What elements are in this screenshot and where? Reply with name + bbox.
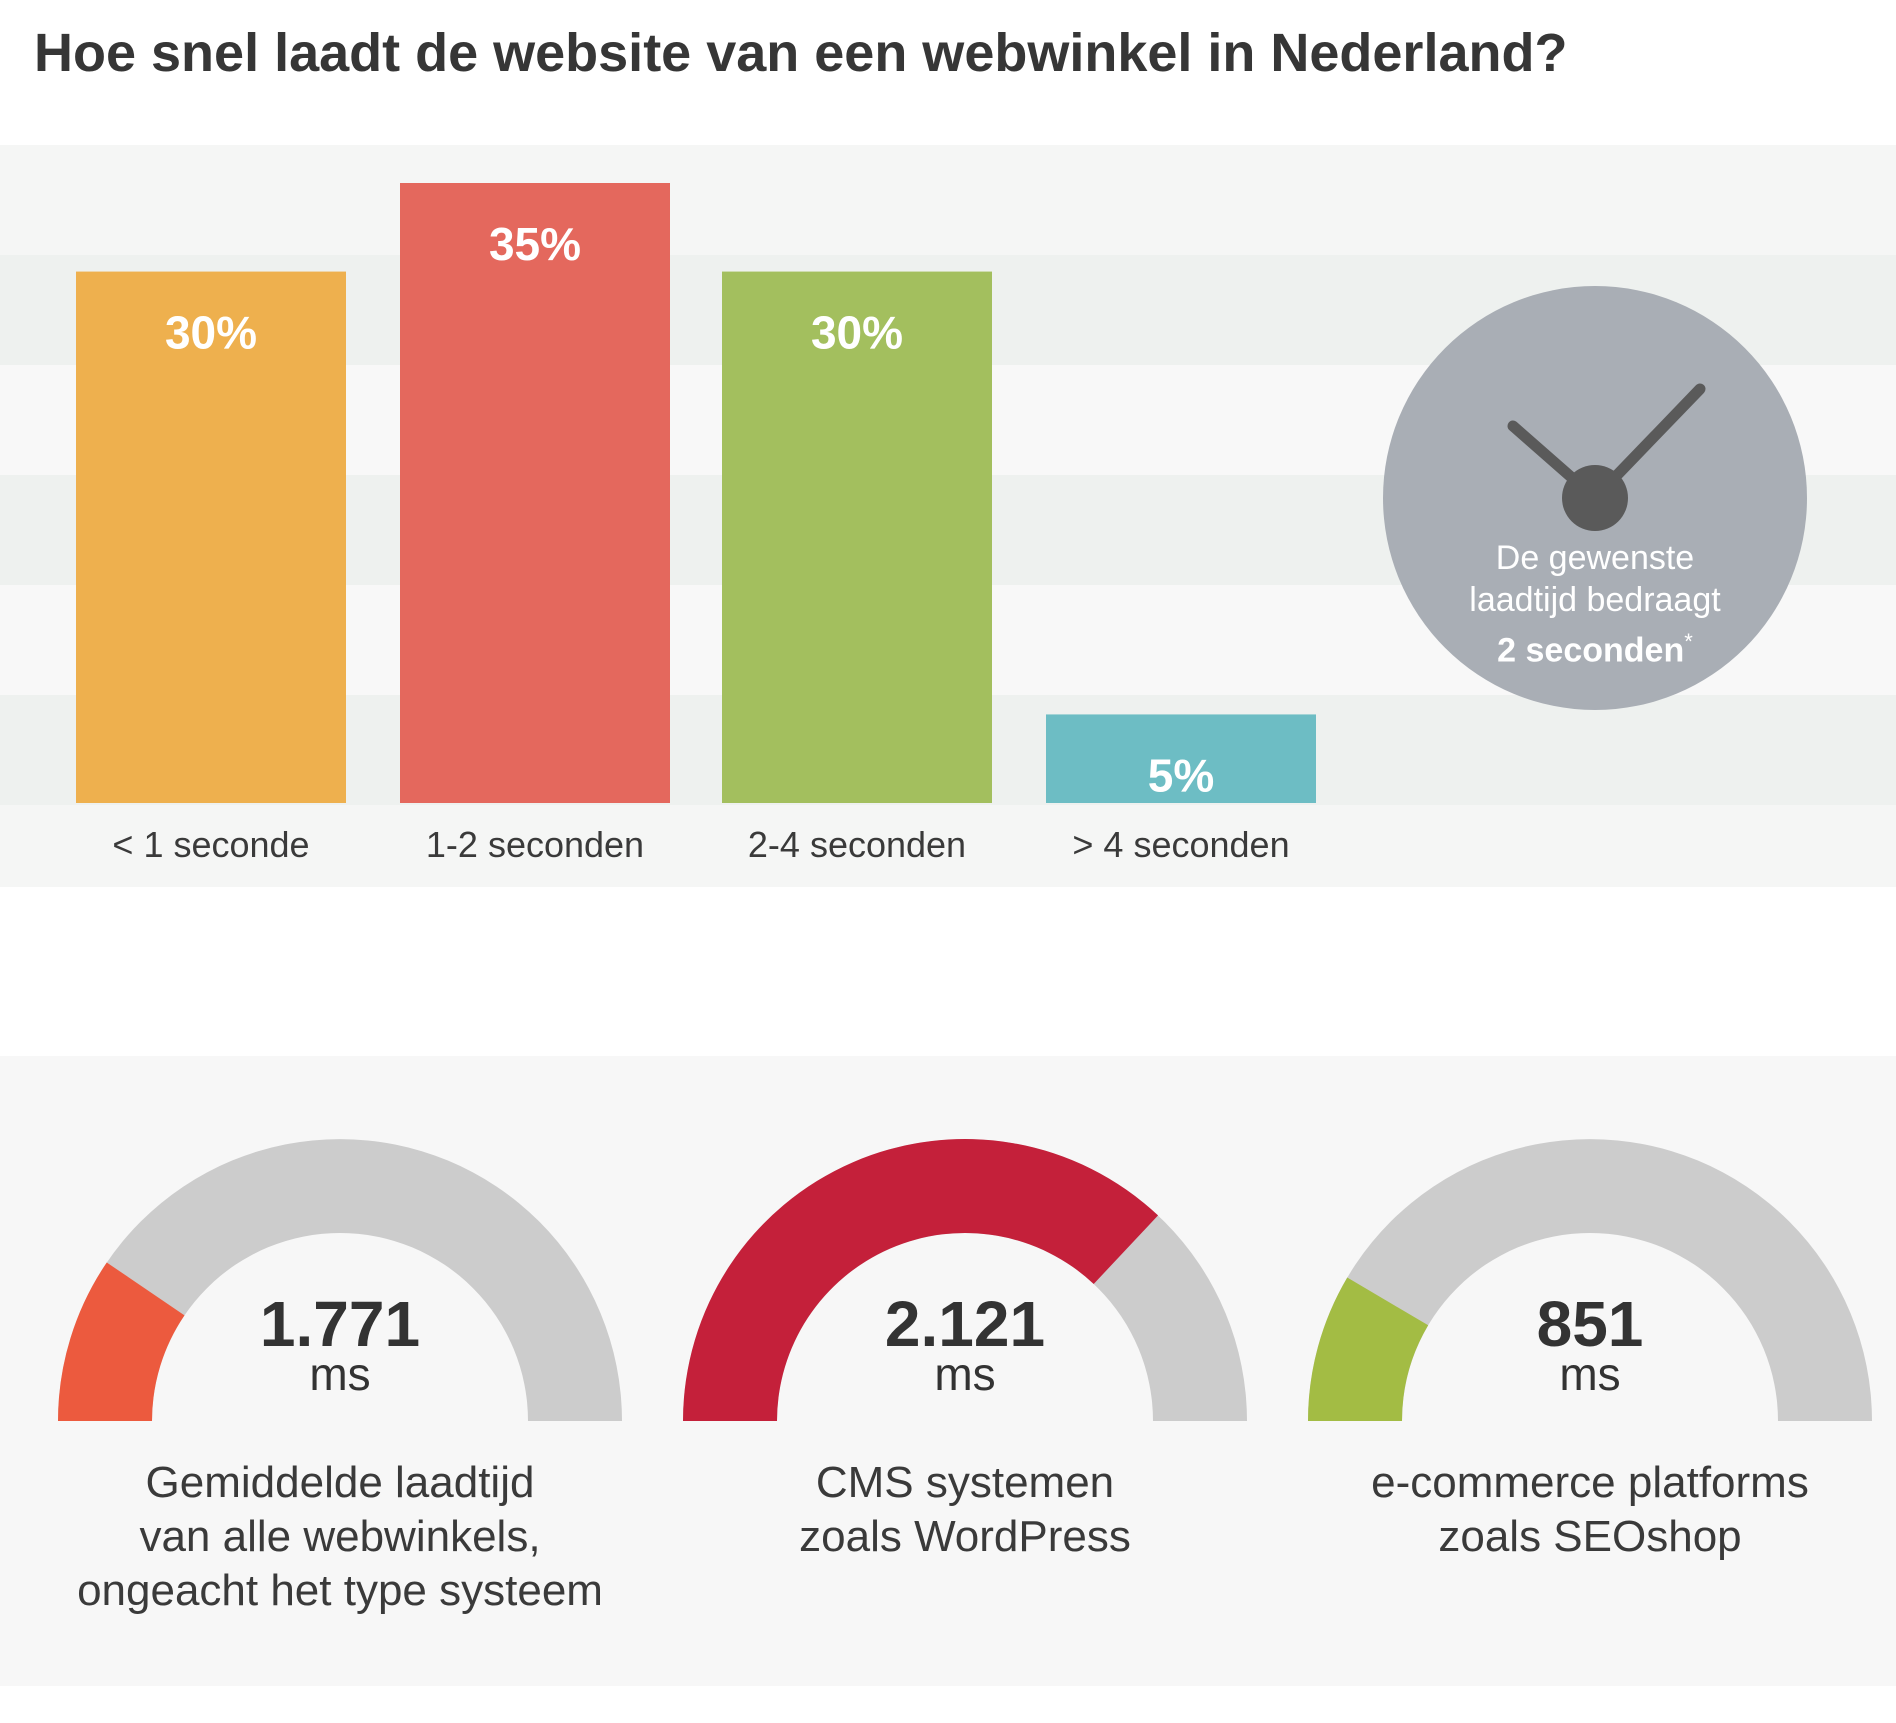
- gauge-fill: [1308, 1277, 1429, 1421]
- clock-caption-line: De gewenste: [1495, 539, 1695, 577]
- category-label: 2-4 seconden: [748, 824, 966, 865]
- gauge-caption: Gemiddelde laadtijd van alle webwinkels,…: [40, 1456, 640, 1618]
- bar: [722, 271, 992, 803]
- gauge-track: [58, 1139, 622, 1421]
- bar-value-label: 30%: [165, 307, 257, 359]
- gauge-fill: [58, 1262, 185, 1421]
- clock-icon: [1383, 286, 1807, 710]
- gauge-caption-line: e-commerce platforms: [1371, 1458, 1809, 1507]
- gauge-chart: [683, 1139, 1247, 1421]
- gauge-unit: ms: [934, 1348, 996, 1400]
- clock-caption-emphasis: 2 seconden: [1497, 631, 1685, 670]
- gauge-value: 1.771: [259, 1288, 421, 1360]
- gauge-chart: [1308, 1139, 1872, 1421]
- gauge: 851 ms e-commerce platforms zoals SEOsho…: [1290, 1056, 1890, 1686]
- gauge-track: [1308, 1139, 1872, 1421]
- gauge-caption: CMS systemen zoals WordPress: [665, 1456, 1265, 1564]
- clock-caption-line: laadtijd bedraagt: [1469, 581, 1721, 619]
- gauge-caption-line: zoals SEOshop: [1438, 1512, 1742, 1561]
- gauge-value: 851: [1536, 1288, 1644, 1360]
- bar-value-label: 30%: [811, 307, 903, 359]
- gauge-caption-line: CMS systemen: [815, 1458, 1115, 1507]
- page-title: Hoe snel laadt de website van een webwin…: [34, 23, 1568, 83]
- clock-center: [1562, 465, 1628, 531]
- bar: [400, 183, 670, 803]
- gauge: 2.121 ms CMS systemen zoals WordPress: [665, 1056, 1265, 1686]
- gauge-caption-line: Gemiddelde laadtijd: [145, 1458, 535, 1507]
- bar-chart-panel: 30% < 1 seconde 35% 1-2 seconden 30% 2-4 seco…: [0, 145, 1896, 887]
- clock-caption-mark: *: [1684, 629, 1693, 654]
- gauge-caption: e-commerce platforms zoals SEOshop: [1290, 1456, 1890, 1564]
- bar-value-label: 5%: [1148, 749, 1214, 801]
- category-label: 1-2 seconden: [426, 824, 644, 865]
- gauge-chart: [58, 1139, 622, 1421]
- gauge-unit: ms: [309, 1348, 371, 1400]
- clock-caption: De gewenste laadtijd bedraagt 2 seconden…: [1385, 537, 1805, 671]
- gauge-caption-line: zoals WordPress: [799, 1512, 1131, 1561]
- gauge: 1.771 ms Gemiddelde laadtijd van alle we…: [40, 1056, 640, 1686]
- gauge-caption-line: ongeacht het type systeem: [77, 1566, 603, 1615]
- gauge-value: 2.121: [884, 1288, 1046, 1360]
- gauge-fill: [683, 1139, 1159, 1421]
- bar: [76, 271, 346, 803]
- clock-caption-line: 2 seconden*: [1385, 621, 1805, 671]
- bar: [1046, 714, 1316, 803]
- bar-value-label: 35%: [489, 218, 581, 270]
- category-label: < 1 seconde: [112, 824, 309, 865]
- bar-chart: 30% < 1 seconde 35% 1-2 seconden 30% 2-4 seco…: [76, 183, 1316, 865]
- category-label: > 4 seconden: [1072, 824, 1289, 865]
- gauge-caption-line: van alle webwinkels,: [139, 1512, 541, 1561]
- gauge-panel: 1.771 ms Gemiddelde laadtijd van alle we…: [0, 1056, 1896, 1686]
- gauge-unit: ms: [1559, 1348, 1621, 1400]
